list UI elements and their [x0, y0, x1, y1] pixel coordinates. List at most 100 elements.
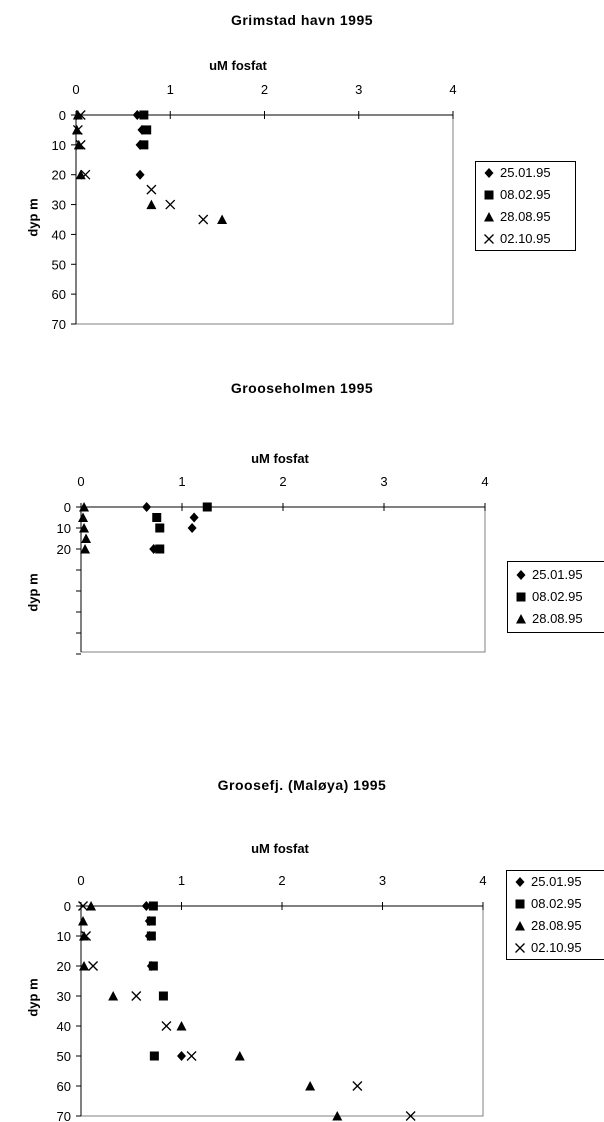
- data-point-square: [152, 513, 162, 522]
- data-point-triangle: [80, 544, 91, 554]
- data-point-x: [405, 1111, 416, 1121]
- x-tick-label: 1: [178, 873, 185, 888]
- data-point-square: [158, 991, 168, 1001]
- data-point-triangle: [176, 1021, 187, 1031]
- legend-label: 28.08.95: [532, 611, 583, 626]
- legend: 25.01.95 08.02.95 28.08.95 02.10.95: [506, 870, 604, 960]
- diamond-marker-icon: [514, 876, 526, 888]
- y-tick-label: 20: [52, 168, 66, 183]
- data-point-x: [78, 901, 88, 911]
- x-axis-label: uM fosfat: [209, 58, 267, 73]
- y-tick-label: 30: [52, 198, 66, 213]
- data-point-square: [139, 110, 149, 120]
- data-point-square: [149, 1051, 159, 1061]
- legend-label: 08.02.95: [531, 896, 582, 911]
- x-tick-label: 2: [261, 82, 268, 97]
- data-point-triangle: [217, 214, 228, 224]
- data-point-triangle: [79, 502, 90, 512]
- legend-label: 08.02.95: [500, 187, 551, 202]
- legend: 25.01.95 08.02.95 28.08.95: [507, 561, 604, 633]
- x-tick-label: 3: [379, 873, 386, 888]
- x-tick-label: 4: [449, 82, 456, 97]
- square-marker-icon: [515, 591, 527, 603]
- x-tick-label: 4: [481, 474, 488, 489]
- y-tick-label: 10: [57, 521, 71, 536]
- data-point-triangle: [79, 523, 90, 533]
- data-point-x: [165, 199, 176, 210]
- data-point-triangle: [234, 1051, 245, 1061]
- data-point-square: [148, 961, 158, 971]
- data-point-square: [146, 916, 156, 926]
- data-point-triangle: [72, 110, 83, 120]
- data-point-triangle: [79, 931, 90, 941]
- diamond-marker-icon: [483, 167, 495, 179]
- y-tick-label: 50: [57, 1049, 71, 1064]
- data-point-diamond: [135, 169, 145, 180]
- x-tick-label: 3: [355, 82, 362, 97]
- legend-label: 02.10.95: [500, 231, 551, 246]
- y-tick-label: 10: [57, 929, 71, 944]
- data-point-triangle: [146, 199, 157, 210]
- plot-border: [80, 905, 484, 1117]
- data-point-diamond: [141, 901, 151, 911]
- x-marker-icon: [483, 233, 495, 245]
- data-point-x: [352, 1081, 363, 1091]
- data-point-x: [80, 169, 91, 180]
- data-point-x: [186, 1051, 197, 1061]
- x-tick-label: 0: [77, 474, 84, 489]
- y-tick-label: 0: [64, 899, 71, 914]
- data-point-diamond: [177, 1051, 186, 1061]
- data-point-x: [161, 1021, 172, 1031]
- x-marker-icon: [514, 942, 526, 954]
- data-point-x: [72, 124, 83, 135]
- y-tick-label: 30: [57, 989, 71, 1004]
- y-tick-label: 40: [52, 227, 66, 242]
- triangle-marker-icon: [514, 920, 526, 932]
- x-tick-label: 1: [178, 474, 185, 489]
- data-point-square: [146, 931, 156, 941]
- legend: 25.01.95 08.02.95 28.08.95 02.10.95: [475, 161, 576, 251]
- legend-label: 28.08.95: [531, 918, 582, 933]
- data-point-x: [75, 139, 86, 150]
- x-tick-label: 2: [279, 474, 286, 489]
- data-point-triangle: [78, 512, 89, 522]
- data-point-triangle: [78, 916, 89, 926]
- x-axis-label: uM fosfat: [251, 451, 309, 466]
- legend-label: 28.08.95: [500, 209, 551, 224]
- data-point-x: [146, 184, 157, 195]
- y-tick-label: 20: [57, 542, 71, 557]
- y-tick-label: 50: [52, 257, 66, 272]
- x-tick-label: 3: [380, 474, 387, 489]
- x-tick-label: 0: [72, 82, 79, 97]
- legend-label: 25.01.95: [500, 165, 551, 180]
- diamond-marker-icon: [515, 569, 527, 581]
- x-tick-label: 1: [167, 82, 174, 97]
- data-point-triangle: [81, 533, 92, 543]
- y-tick-label: 10: [52, 138, 66, 153]
- x-axis-label: uM fosfat: [251, 841, 309, 856]
- x-tick-label: 0: [77, 873, 84, 888]
- data-point-triangle: [86, 901, 97, 911]
- legend-label: 02.10.95: [531, 940, 582, 955]
- triangle-marker-icon: [515, 613, 527, 625]
- data-point-square: [202, 502, 212, 512]
- data-point-diamond: [142, 502, 152, 512]
- data-point-triangle: [79, 961, 90, 971]
- y-tick-label: 60: [52, 287, 66, 302]
- data-point-x: [88, 961, 99, 971]
- square-marker-icon: [483, 189, 495, 201]
- data-point-diamond: [187, 523, 197, 533]
- y-tick-label: 60: [57, 1079, 71, 1094]
- chart-title: Grooseholmen 1995: [230, 380, 374, 396]
- legend-label: 08.02.95: [532, 589, 583, 604]
- legend-label: 25.01.95: [532, 567, 583, 582]
- data-point-square: [155, 523, 165, 533]
- x-tick-label: 2: [278, 873, 285, 888]
- x-tick-label: 4: [479, 873, 486, 888]
- square-marker-icon: [514, 898, 526, 910]
- data-point-square: [142, 125, 152, 135]
- y-tick-label: 0: [59, 108, 66, 123]
- y-tick-label: 40: [57, 1019, 71, 1034]
